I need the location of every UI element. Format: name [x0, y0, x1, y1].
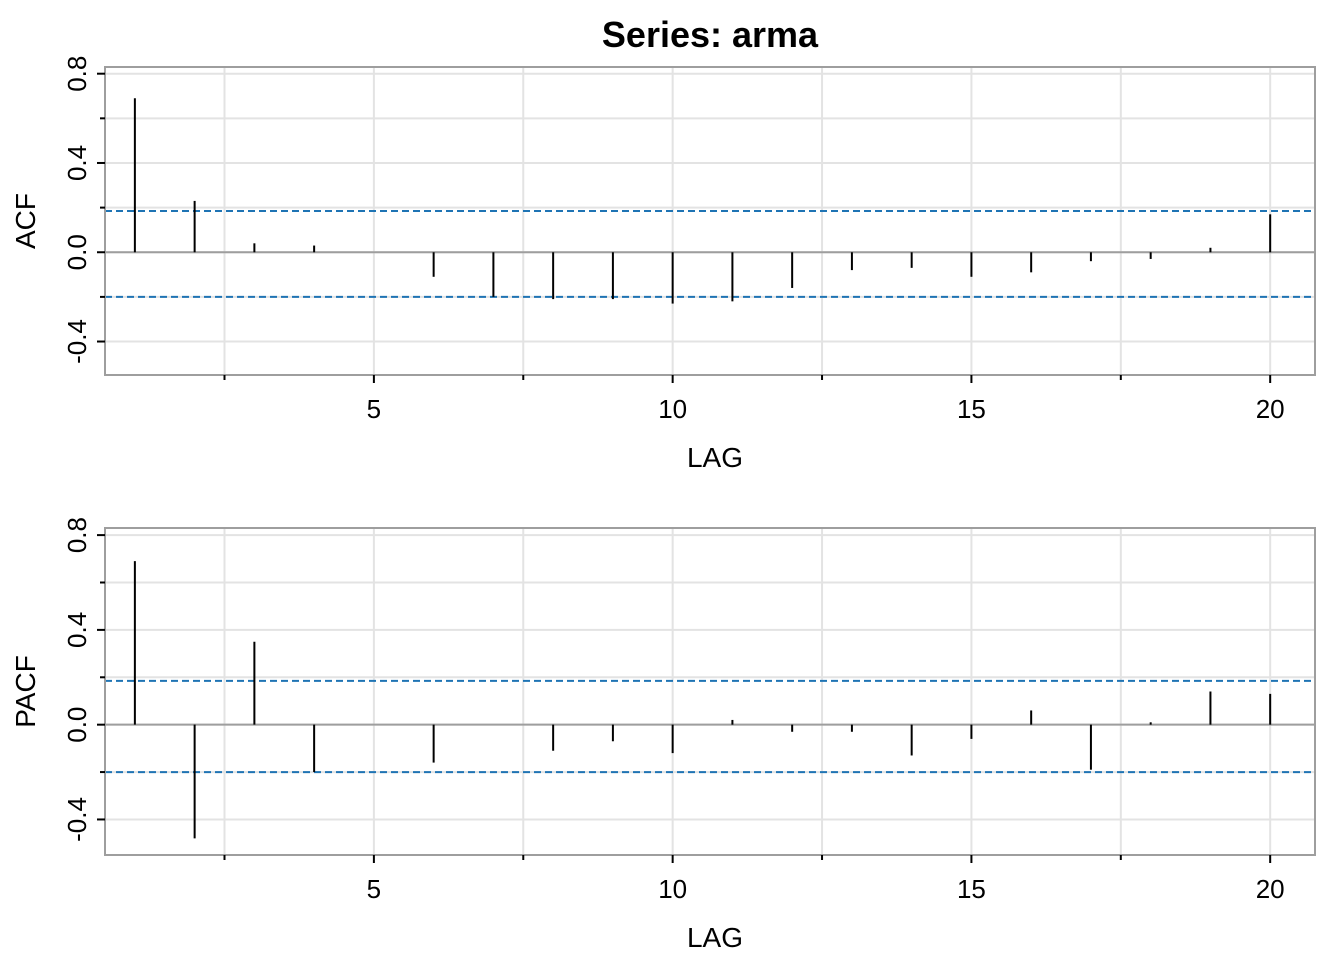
x-tick-label: 10: [658, 394, 687, 424]
x-axis-label: LAG: [687, 442, 743, 473]
y-tick-label: -0.4: [62, 797, 92, 842]
y-tick-label: 0.4: [62, 145, 92, 181]
x-tick-label: 15: [957, 874, 986, 904]
y-tick-label: 0.0: [62, 707, 92, 743]
y-tick-label: 0.8: [62, 517, 92, 553]
x-tick-label: 20: [1256, 394, 1285, 424]
y-tick-label: 0.4: [62, 612, 92, 648]
y-tick-label: 0.0: [62, 234, 92, 270]
y-axis-label: PACF: [10, 655, 41, 728]
y-tick-label: 0.8: [62, 56, 92, 92]
plot-frame: [104, 527, 1316, 856]
acf-panel: 5 10 15 20 -0.4 0.0 0.4 0.8 LAG ACF: [10, 56, 1316, 473]
y-tick-label: -0.4: [62, 319, 92, 364]
x-axis-label: LAG: [687, 922, 743, 953]
x-tick-label: 5: [367, 874, 381, 904]
y-axis-label: ACF: [10, 193, 41, 249]
figure-title: Series: arma: [602, 14, 819, 55]
plot-frame: [104, 66, 1316, 376]
x-tick-label: 5: [367, 394, 381, 424]
x-tick-label: 20: [1256, 874, 1285, 904]
x-tick-label: 15: [957, 394, 986, 424]
pacf-panel: 5 10 15 20 -0.4 0.0 0.4 0.8 LAG PACF: [10, 517, 1316, 953]
x-tick-label: 10: [658, 874, 687, 904]
